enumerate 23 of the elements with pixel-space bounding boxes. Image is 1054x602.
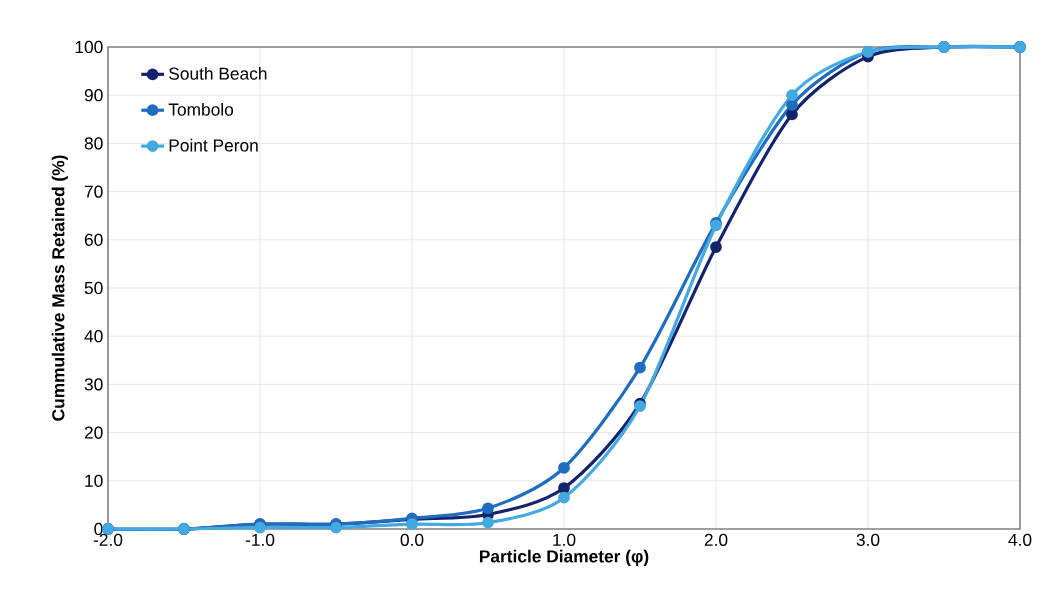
x-tick-label: -2.0 bbox=[93, 533, 123, 546]
x-tick-label: 2.0 bbox=[704, 533, 728, 546]
y-tick-label: 0 bbox=[94, 522, 103, 536]
y-tick-label: 20 bbox=[84, 426, 103, 439]
legend-label: Tombolo bbox=[168, 102, 234, 116]
x-tick-label: 3.0 bbox=[856, 533, 880, 546]
x-tick-label: 1.0 bbox=[553, 533, 576, 546]
y-tick-label: 30 bbox=[84, 378, 103, 391]
y-tick-label: 80 bbox=[84, 137, 103, 150]
x-tick-label: -1.0 bbox=[245, 533, 275, 546]
y-tick-label: 40 bbox=[84, 330, 103, 343]
y-axis-title: Cummulative Mass Retained (%) bbox=[51, 155, 68, 421]
y-tick-label: 70 bbox=[84, 185, 103, 198]
y-tick-label: 100 bbox=[75, 40, 103, 54]
y-tick-label: 60 bbox=[84, 233, 103, 246]
x-axis-title: Particle Diameter (φ) bbox=[479, 549, 649, 566]
y-tick-label: 90 bbox=[84, 89, 103, 102]
x-tick-label: 0.0 bbox=[400, 533, 424, 546]
legend-label: Point Peron bbox=[169, 138, 258, 152]
legend-label: South Beach bbox=[169, 67, 267, 80]
x-tick-label: 4.0 bbox=[1008, 533, 1032, 546]
y-tick-label: 50 bbox=[84, 281, 103, 295]
y-tick-label: 10 bbox=[85, 474, 103, 487]
